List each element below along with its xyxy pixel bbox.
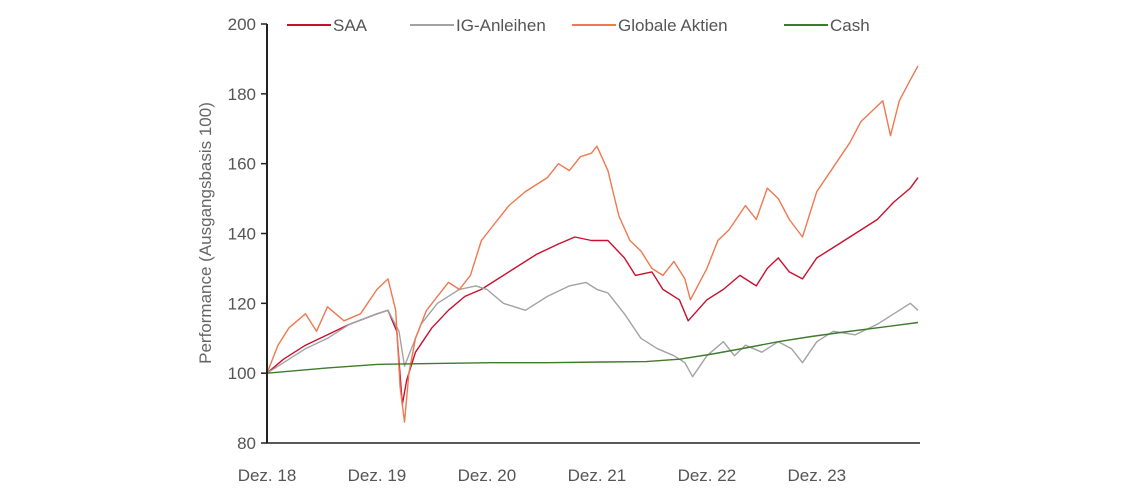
series-line-ig-anleihen (266, 281, 919, 378)
y-tick-label: 80 (237, 434, 256, 453)
y-tick-label: 100 (228, 364, 256, 383)
x-tick-label: Dez. 18 (238, 466, 297, 485)
series-line-saa (266, 177, 919, 406)
y-tick-label: 200 (228, 15, 256, 34)
series-line-cash (266, 321, 919, 374)
legend: SAA IG-Anleihen Globale Aktien Cash (287, 16, 870, 35)
x-tick-label: Dez. 23 (788, 466, 847, 485)
legend-label: SAA (333, 16, 368, 35)
y-axis-title: Performance (Ausgangsbasis 100) (196, 102, 215, 364)
axes (266, 24, 920, 444)
y-tick-label: 180 (228, 85, 256, 104)
legend-label: IG-Anleihen (456, 16, 546, 35)
legend-label: Cash (830, 16, 870, 35)
series-line-globale-aktien (266, 65, 919, 423)
x-tick-label: Dez. 22 (678, 466, 737, 485)
x-tick-label: Dez. 21 (568, 466, 627, 485)
y-ticks: 80 100 120 140 160 180 200 (228, 15, 267, 453)
y-tick-label: 160 (228, 155, 256, 174)
series-lines (266, 65, 919, 423)
y-tick-label: 140 (228, 225, 256, 244)
y-tick-label: 120 (228, 294, 256, 313)
x-tick-label: Dez. 19 (348, 466, 407, 485)
x-ticks: Dez. 18 Dez. 19 Dez. 20 Dez. 21 Dez. 22 Dez. … (238, 466, 846, 485)
legend-label: Globale Aktien (618, 16, 728, 35)
x-tick-label: Dez. 20 (458, 466, 517, 485)
